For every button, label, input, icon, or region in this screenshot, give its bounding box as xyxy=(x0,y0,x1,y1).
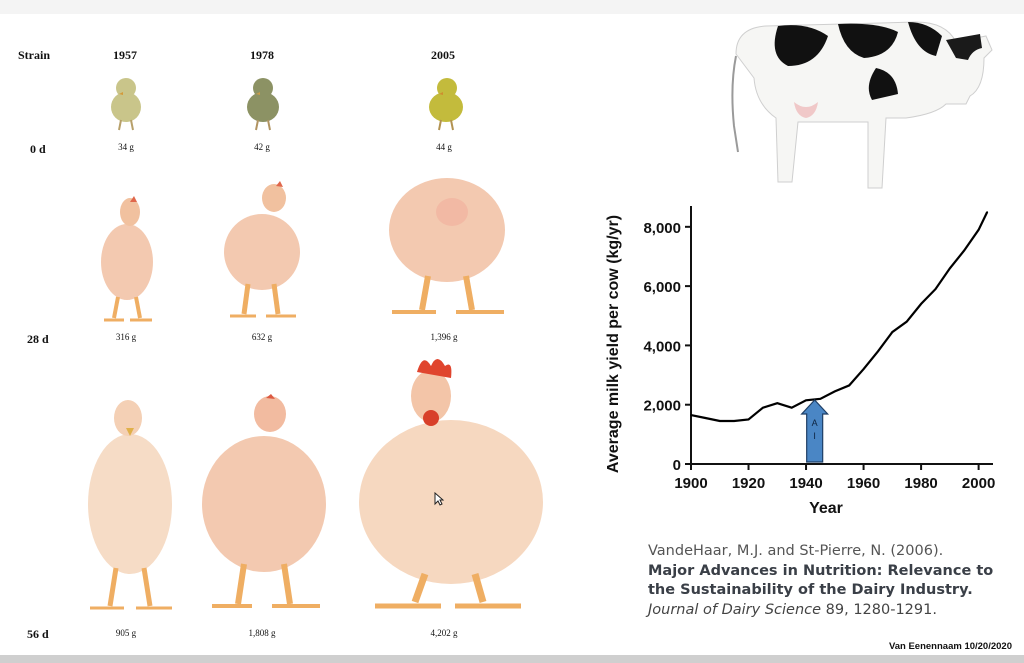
chart-axes xyxy=(690,206,993,465)
video-progress-strip xyxy=(0,655,1024,663)
ai-arrow-annotation: AI xyxy=(800,399,830,463)
data-point xyxy=(790,406,793,409)
citation-title: Major Advances in Nutrition: Relevance t… xyxy=(648,562,994,599)
chicken-2005-28d-image xyxy=(389,178,505,314)
weight-1957-28d: 316 g xyxy=(115,332,137,342)
data-point xyxy=(834,390,836,393)
data-point xyxy=(718,420,721,422)
citation-journal: Journal of Dairy Science xyxy=(648,601,822,618)
x-tick-label: 1900 xyxy=(674,475,707,492)
citation-authors: VandeHaar, M.J. and St-Pierre, N. (2006)… xyxy=(648,543,944,559)
weight-2005-56d: 4,202 g xyxy=(430,628,458,638)
x-tick-label: 2000 xyxy=(962,475,995,492)
chicken-2005-56d-image xyxy=(359,359,543,609)
weight-2005-28d: 1,396 g xyxy=(430,332,458,342)
weight-1978-0d: 42 g xyxy=(254,142,270,152)
year-2005: 2005 xyxy=(431,48,455,62)
window-top-strip xyxy=(0,0,1024,14)
y-tick-label: 4,000 xyxy=(643,338,681,355)
chick-1957-image xyxy=(111,78,141,131)
data-point xyxy=(819,397,822,400)
mouse-pointer-icon xyxy=(434,492,444,506)
day-28-label: 28 d xyxy=(27,332,49,346)
weight-1978-56d: 1,808 g xyxy=(248,628,276,638)
chick-2005-image xyxy=(429,78,463,131)
data-point xyxy=(762,406,764,409)
ai-arrow-label: A xyxy=(812,418,818,428)
x-tick-label: 1960 xyxy=(847,475,880,492)
day-56-label: 56 d xyxy=(27,627,49,641)
data-point xyxy=(905,320,908,323)
y-tick-label: 0 xyxy=(673,457,681,474)
y-axis-label: Average milk yield per cow (kg/yr) xyxy=(605,215,622,473)
data-point xyxy=(805,399,807,402)
data-point xyxy=(862,368,865,370)
chicken-1957-28d-image xyxy=(101,196,153,322)
chicken-1957-56d-image xyxy=(88,400,172,610)
milk-yield-series-points xyxy=(690,211,989,422)
data-point xyxy=(963,249,966,252)
weight-1978-28d: 632 g xyxy=(251,332,273,342)
citation-details: 89, 1280-1291. xyxy=(821,601,937,618)
ai-arrow-icon xyxy=(800,399,830,463)
strain-header: Strain xyxy=(18,48,51,62)
x-axis-label: Year xyxy=(809,500,843,517)
y-tick-label: 8,000 xyxy=(643,220,681,237)
chicken-1978-28d-image xyxy=(224,181,300,318)
milk-yield-series-line xyxy=(690,211,989,423)
y-ticks: 0 2,000 4,000 6,000 8,000 xyxy=(643,220,691,474)
data-point xyxy=(877,350,879,353)
chick-1978-image xyxy=(247,78,279,131)
weight-1957-56d: 905 g xyxy=(115,628,137,638)
y-tick-label: 6,000 xyxy=(643,279,681,296)
weight-2005-0d: 44 g xyxy=(436,142,452,152)
year-1978: 1978 xyxy=(250,48,274,62)
x-tick-label: 1920 xyxy=(732,475,765,492)
y-tick-label: 2,000 xyxy=(643,398,681,415)
x-ticks: 1900 1920 1940 1960 1980 2000 xyxy=(674,464,995,492)
day-0-label: 0 d xyxy=(30,142,46,156)
x-tick-label: 1980 xyxy=(904,475,937,492)
data-point xyxy=(986,211,989,213)
data-point xyxy=(934,288,937,290)
cow-image xyxy=(731,21,993,189)
year-1957: 1957 xyxy=(113,48,137,62)
data-point xyxy=(891,331,894,333)
author-date-watermark: Van Eenennaam 10/20/2020 xyxy=(888,641,1012,652)
data-point xyxy=(733,420,735,422)
x-tick-label: 1940 xyxy=(789,475,822,492)
data-point xyxy=(920,303,922,305)
chicken-1978-56d-image xyxy=(202,394,326,608)
data-point xyxy=(949,267,951,270)
data-point xyxy=(977,228,980,231)
data-point xyxy=(747,418,750,421)
data-point xyxy=(776,402,779,405)
data-point xyxy=(848,384,850,387)
weight-1957-0d: 34 g xyxy=(118,142,134,152)
data-point xyxy=(690,414,692,416)
citation: VandeHaar, M.J. and St-Pierre, N. (2006)… xyxy=(648,542,1018,620)
data-point xyxy=(704,417,707,419)
ai-arrow-label: I xyxy=(813,431,816,441)
